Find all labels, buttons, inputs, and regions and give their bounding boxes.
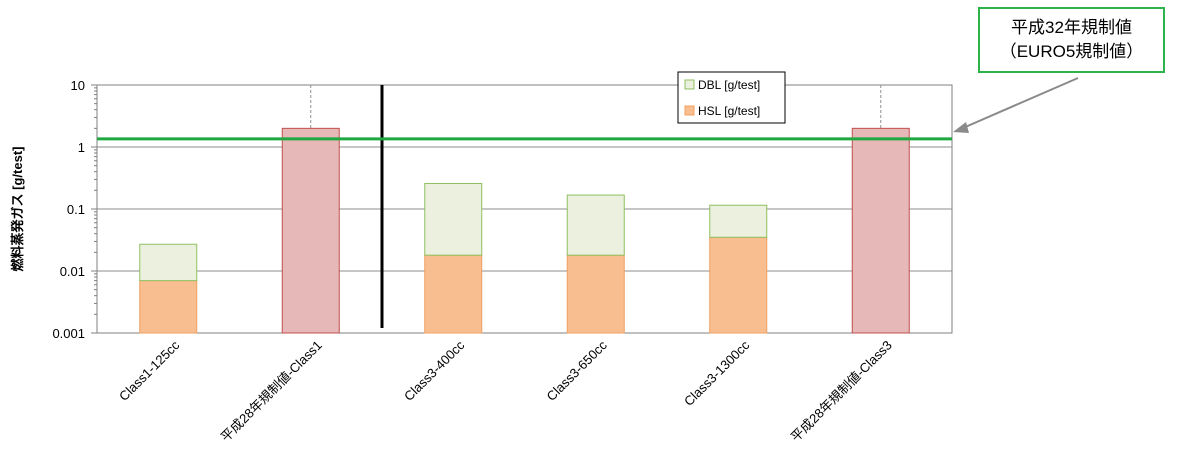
bar — [709, 204, 768, 238]
x-tick-label: Class3-400cc — [401, 337, 468, 404]
bar — [424, 182, 483, 256]
y-tick-label: 10 — [71, 78, 85, 93]
x-tick-label: 平成28年規制値-Class3 — [788, 338, 895, 445]
callout-arrow — [962, 77, 1079, 129]
bar — [709, 236, 768, 334]
legend-box — [677, 71, 786, 124]
regulation-callout: 平成32年規制値 （EURO5規制値） — [978, 7, 1165, 73]
y-tick-label: 0.001 — [52, 326, 85, 341]
y-tick-label: 1 — [78, 140, 85, 155]
callout-line2: （EURO5規制値） — [999, 42, 1144, 61]
legend-label: HSL [g/test] — [698, 104, 760, 118]
x-tick-label: Class3-650cc — [544, 337, 611, 404]
bar — [139, 280, 198, 334]
callout-arrowhead — [953, 122, 969, 133]
callout-line1: 平成32年規制値 — [1011, 18, 1132, 37]
y-axis-label: 燃料蒸発ガス [g/test] — [10, 147, 25, 272]
y-tick-label: 0.1 — [67, 202, 85, 217]
legend: DBL [g/test] HSL [g/test] — [677, 71, 786, 124]
bar — [566, 194, 625, 256]
bar — [424, 254, 483, 334]
bar — [566, 254, 625, 334]
bar — [281, 127, 340, 334]
legend-swatch — [684, 105, 695, 116]
bar — [851, 127, 910, 334]
bar — [139, 243, 198, 282]
legend-label: DBL [g/test] — [698, 78, 760, 92]
legend-swatch — [684, 79, 695, 90]
x-tick-label: Class1-125cc — [116, 337, 183, 404]
y-tick-label: 0.01 — [60, 264, 85, 279]
x-tick-label: 平成28年規制値-Class1 — [218, 338, 325, 445]
x-tick-label: Class3-1300cc — [681, 337, 753, 409]
